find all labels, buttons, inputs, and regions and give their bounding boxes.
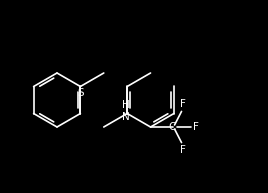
Text: H: H: [122, 100, 130, 109]
Text: F: F: [192, 122, 198, 132]
Text: C: C: [169, 122, 176, 132]
Text: F: F: [180, 145, 185, 155]
Text: N: N: [122, 113, 130, 123]
Text: S: S: [77, 87, 84, 97]
Text: F: F: [180, 99, 185, 109]
